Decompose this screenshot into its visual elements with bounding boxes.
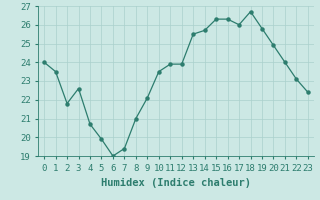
- X-axis label: Humidex (Indice chaleur): Humidex (Indice chaleur): [101, 178, 251, 188]
